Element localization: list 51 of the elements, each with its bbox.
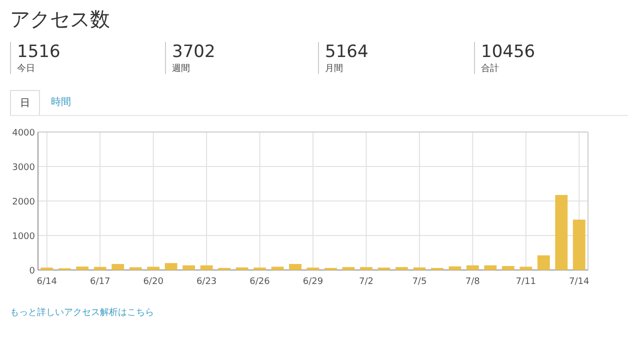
bar bbox=[289, 264, 302, 270]
bar bbox=[555, 194, 568, 270]
bar bbox=[502, 266, 514, 270]
bar bbox=[448, 266, 462, 270]
bar bbox=[147, 266, 160, 270]
bar bbox=[484, 265, 497, 270]
bar bbox=[164, 263, 178, 270]
x-tick-label: 7/2 bbox=[358, 277, 374, 287]
x-tick-label: 6/17 bbox=[90, 277, 110, 287]
x-tick-label: 6/26 bbox=[250, 277, 270, 287]
x-tick-label: 7/14 bbox=[569, 277, 590, 287]
y-tick-label: 4000 bbox=[12, 128, 36, 138]
bar bbox=[112, 264, 124, 270]
x-tick-label: 6/29 bbox=[302, 277, 324, 287]
bar bbox=[342, 267, 355, 270]
text: 週間 bbox=[172, 62, 191, 75]
bar bbox=[396, 267, 408, 270]
bar bbox=[94, 266, 106, 270]
bar bbox=[360, 267, 372, 270]
x-tick-label: 7/8 bbox=[465, 277, 480, 287]
y-tick-label: 2000 bbox=[12, 198, 36, 208]
text: アクセス数 bbox=[10, 6, 110, 33]
text: 月間 bbox=[325, 63, 344, 75]
x-tick-label: 6/20 bbox=[143, 277, 164, 287]
text: 合計 bbox=[481, 62, 500, 75]
text: 1516 bbox=[17, 42, 60, 62]
bar bbox=[520, 266, 532, 270]
x-tick-label: 6/14 bbox=[36, 277, 58, 287]
text: もっと詳しいアクセス解析はこちら bbox=[10, 306, 154, 319]
bar bbox=[466, 265, 479, 270]
y-tick-label: 0 bbox=[29, 266, 36, 276]
bar bbox=[76, 266, 89, 270]
x-tick-label: 7/5 bbox=[412, 277, 427, 287]
x-tick-label: 7/11 bbox=[516, 277, 536, 287]
text: 日 bbox=[10, 90, 40, 116]
text: 5164 bbox=[325, 42, 368, 62]
text: 10456 bbox=[481, 42, 536, 62]
bar bbox=[129, 267, 142, 270]
x-tick-label: 6/23 bbox=[196, 277, 217, 287]
y-tick-label: 1000 bbox=[12, 232, 36, 242]
bar bbox=[537, 255, 550, 270]
text: 今日 bbox=[17, 62, 36, 75]
text: 時間 bbox=[50, 96, 72, 110]
bar bbox=[236, 267, 248, 270]
text: 3702 bbox=[172, 42, 216, 62]
y-tick-label: 3000 bbox=[12, 163, 36, 173]
bar bbox=[271, 266, 284, 270]
bar bbox=[200, 265, 213, 270]
bar bbox=[182, 265, 196, 270]
bar bbox=[572, 220, 586, 270]
bar bbox=[413, 267, 426, 270]
